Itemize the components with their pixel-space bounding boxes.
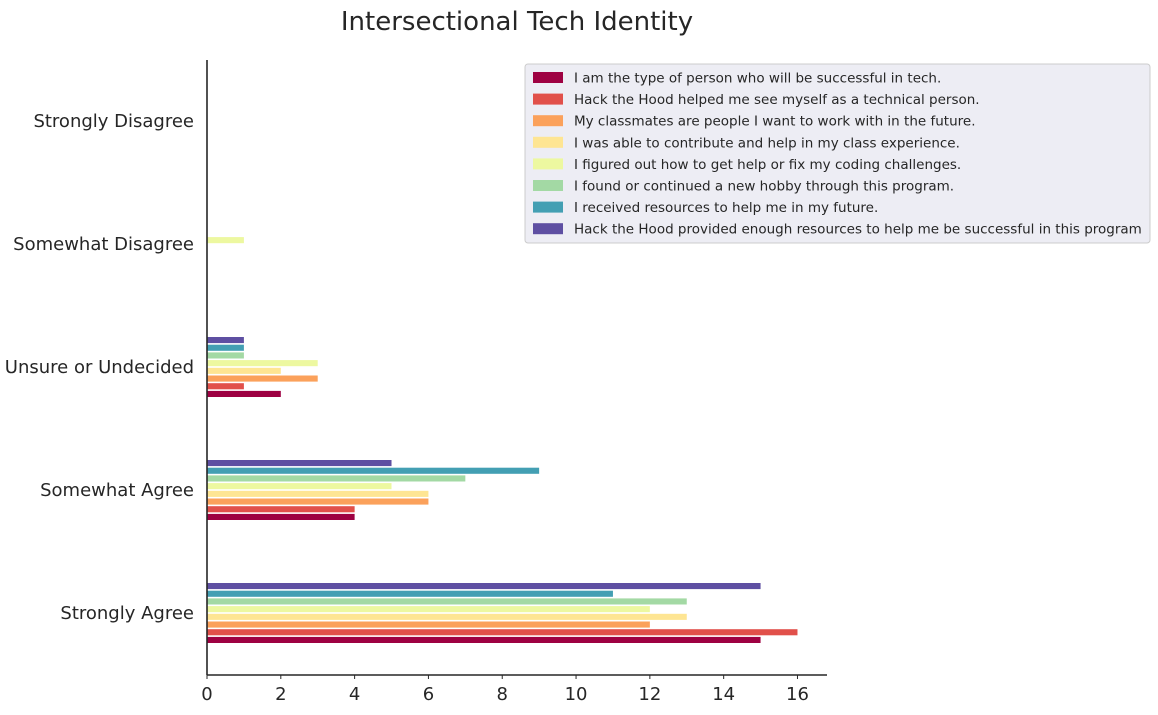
legend-swatch-1 xyxy=(533,72,563,83)
bar-somewhat-agree-series-2 xyxy=(207,506,355,513)
bar-somewhat-agree-series-3 xyxy=(207,498,429,505)
legend-frame xyxy=(524,63,1151,244)
bar-strongly-agree-series-1 xyxy=(207,636,761,643)
x-tick-label: 4 xyxy=(349,684,360,705)
x-tick-label: 14 xyxy=(712,684,735,705)
y-tick-label: Unsure or Undecided xyxy=(5,357,194,378)
legend-swatch-2 xyxy=(533,93,563,105)
legend-label-4: I was able to contribute and help in my … xyxy=(574,135,960,151)
bar-strongly-agree-series-8 xyxy=(207,583,761,590)
legend-label-2: Hack the Hood helped me see myself as a … xyxy=(574,92,980,108)
bar-unsure-or-undecided-series-7 xyxy=(207,344,244,351)
x-tick-label: 12 xyxy=(638,684,661,705)
legend-swatch-5 xyxy=(533,158,563,170)
bar-strongly-agree-series-4 xyxy=(207,613,687,620)
bar-somewhat-agree-series-8 xyxy=(207,460,392,467)
x-tick-label: 16 xyxy=(786,684,809,705)
x-tick-label: 2 xyxy=(275,684,286,705)
bar-somewhat-agree-series-1 xyxy=(207,513,355,520)
x-tick-label: 0 xyxy=(201,684,212,705)
bar-strongly-agree-series-6 xyxy=(207,598,687,605)
legend-swatch-6 xyxy=(533,180,563,191)
legend-label-7: I received resources to help me in my fu… xyxy=(574,200,878,216)
y-tick-labels: Strongly Agree Somewhat Agree Unsure or Un… xyxy=(5,111,194,624)
bar-somewhat-agree-series-5 xyxy=(207,483,392,490)
legend-label-3: My classmates are people I want to work … xyxy=(574,114,975,130)
legend-label-6: I found or continued a new hobby through… xyxy=(574,179,954,195)
bar-strongly-agree-series-7 xyxy=(207,590,613,597)
bar-strongly-agree-series-2 xyxy=(207,629,798,636)
x-tick-label: 8 xyxy=(497,684,508,705)
bar-somewhat-agree-series-6 xyxy=(207,475,466,482)
y-tick-label: Somewhat Disagree xyxy=(13,234,194,255)
bar-somewhat-disagree-series-5 xyxy=(207,237,244,244)
y-tick-label: Strongly Disagree xyxy=(33,111,194,132)
y-tick-label: Somewhat Agree xyxy=(40,480,194,501)
legend-swatch-4 xyxy=(533,136,563,148)
legend-swatch-7 xyxy=(533,201,563,213)
bar-unsure-or-undecided-series-1 xyxy=(207,390,281,397)
legend-label-1: I am the type of person who will be succ… xyxy=(574,71,941,87)
bar-strongly-agree-series-5 xyxy=(207,606,650,613)
bar-unsure-or-undecided-series-5 xyxy=(207,360,318,367)
chart-title: Intersectional Tech Identity xyxy=(341,7,693,37)
bar-unsure-or-undecided-series-8 xyxy=(207,337,244,344)
legend-swatch-3 xyxy=(533,115,563,127)
bar-unsure-or-undecided-series-6 xyxy=(207,352,244,359)
legend-label-5: I figured out how to get help or fix my … xyxy=(574,157,961,173)
bar-somewhat-agree-series-4 xyxy=(207,490,429,497)
legend-label-8: Hack the Hood provided enough resources … xyxy=(574,222,1142,238)
bar-unsure-or-undecided-series-4 xyxy=(207,367,281,374)
x-tick-label: 6 xyxy=(423,684,434,705)
bar-unsure-or-undecided-series-3 xyxy=(207,375,318,382)
bar-somewhat-agree-series-7 xyxy=(207,467,540,474)
bars-layer xyxy=(207,237,798,643)
x-tick-labels: 0 2 4 6 8 10 12 14 16 xyxy=(201,675,809,705)
bar-unsure-or-undecided-series-2 xyxy=(207,383,244,390)
y-tick-label: Strongly Agree xyxy=(60,603,194,624)
x-tick-label: 10 xyxy=(565,684,588,705)
legend-swatch-8 xyxy=(533,223,563,235)
legend: I am the type of person who will be succ… xyxy=(524,63,1151,244)
bar-strongly-agree-series-3 xyxy=(207,621,650,628)
